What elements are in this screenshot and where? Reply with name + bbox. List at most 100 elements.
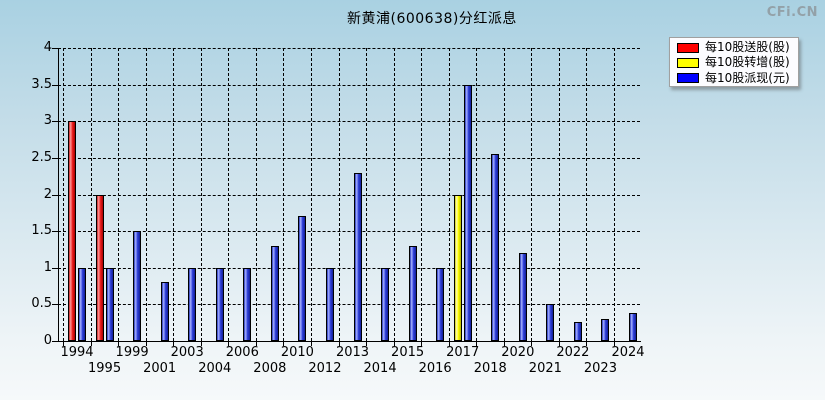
legend-item: 每10股转增(股): [677, 55, 793, 70]
x-axis: [58, 341, 641, 342]
y-axis-tick: [52, 121, 58, 123]
v-gridline: [283, 48, 285, 341]
x-tick-label: 2022: [556, 345, 590, 360]
bar-blue-2014: [381, 267, 390, 341]
h-gridline: [58, 84, 640, 86]
bar-blue-2018: [491, 154, 500, 341]
bar-blue-2012: [325, 267, 334, 341]
v-gridline: [173, 48, 175, 341]
x-axis-tick: [366, 341, 368, 346]
y-axis-tick: [52, 48, 58, 49]
v-gridline: [476, 48, 478, 341]
y-tick-label: 2.5: [31, 149, 52, 165]
x-tick-label: 2014: [363, 361, 397, 376]
x-axis-tick: [118, 341, 120, 346]
y-axis-tick: [52, 157, 58, 159]
x-axis-tick: [200, 341, 202, 346]
x-tick-label: 2016: [418, 361, 452, 376]
x-tick-label: 2006: [225, 345, 259, 360]
v-gridline: [90, 48, 92, 341]
x-tick-label: 1999: [115, 345, 149, 360]
x-tick-label: 2003: [170, 345, 204, 360]
legend-swatch-yellow: [677, 57, 699, 68]
v-gridline: [228, 48, 230, 341]
h-gridline: [58, 121, 640, 123]
y-axis-tick: [52, 84, 58, 86]
x-axis-tick: [476, 341, 478, 346]
v-gridline: [338, 48, 340, 341]
bar-blue-2021: [546, 304, 555, 341]
x-axis-tick: [145, 341, 147, 346]
y-tick-label: 4: [43, 40, 52, 55]
watermark-cfi: CFi.CN: [766, 5, 818, 20]
v-gridline: [421, 48, 423, 341]
x-tick-label: 2015: [391, 345, 425, 360]
bar-red-1995: [95, 194, 104, 341]
bar-blue-2023: [601, 319, 610, 341]
x-tick-label: 2004: [198, 361, 232, 376]
h-gridline: [58, 194, 640, 196]
v-gridline: [255, 48, 257, 341]
x-axis-tick: [448, 341, 450, 346]
v-gridline: [63, 48, 64, 341]
bar-blue-2010: [298, 216, 307, 341]
v-gridline: [503, 48, 505, 341]
legend-item: 每10股派现(元): [677, 71, 793, 86]
bar-blue-2016: [436, 267, 445, 341]
bar-blue-2006: [243, 267, 252, 341]
v-gridline: [118, 48, 120, 341]
x-tick-label: 1994: [60, 345, 94, 360]
v-gridline: [531, 48, 533, 341]
bar-blue-2013: [353, 172, 362, 341]
y-tick-label: 3.5: [31, 76, 52, 92]
bar-blue-2022: [573, 321, 582, 341]
x-tick-label: 2021: [528, 361, 562, 376]
x-axis-tick: [614, 341, 615, 346]
v-gridline: [448, 48, 450, 341]
x-axis-tick: [173, 341, 175, 346]
y-axis-tick: [52, 267, 58, 269]
x-axis-tick: [338, 341, 340, 346]
v-gridline: [310, 48, 312, 341]
x-axis-tick: [393, 341, 395, 346]
v-gridline: [145, 48, 147, 341]
y-axis-tick: [52, 231, 58, 233]
v-gridline: [586, 48, 588, 341]
x-tick-label: 2020: [501, 345, 535, 360]
legend-item: 每10股送股(股): [677, 40, 793, 55]
y-tick-label: 0.5: [31, 296, 52, 312]
legend-swatch-red: [677, 42, 699, 53]
bar-blue-1999: [133, 231, 142, 341]
legend-label: 每10股派现(元): [705, 70, 790, 85]
v-gridline: [558, 48, 560, 341]
bar-blue-2004: [215, 267, 224, 341]
bar-blue-2003: [188, 267, 197, 341]
bar-blue-2001: [160, 282, 169, 341]
bar-yellow-2017: [453, 194, 462, 341]
y-tick-label: 1: [43, 259, 52, 275]
h-gridline: [58, 48, 640, 49]
legend-label: 每10股转增(股): [705, 55, 790, 70]
x-tick-label: 2023: [583, 361, 617, 376]
y-tick-label: 3: [43, 113, 52, 129]
x-tick-label: 1995: [88, 361, 122, 376]
bar-blue-2017: [463, 84, 472, 341]
legend-label: 每10股送股(股): [705, 40, 790, 55]
bar-blue-1994: [78, 267, 86, 341]
h-gridline: [58, 267, 640, 269]
legend: 每10股送股(股) 每10股转增(股) 每10股派现(元): [669, 37, 799, 87]
x-axis-tick: [503, 341, 505, 346]
x-axis-tick: [586, 341, 588, 346]
y-axis-tick: [52, 304, 58, 306]
x-tick-label: 2001: [143, 361, 177, 376]
x-axis-tick: [558, 341, 560, 346]
bar-blue-2020: [518, 253, 527, 341]
x-axis-tick: [63, 341, 64, 346]
x-axis-tick: [310, 341, 312, 346]
legend-swatch-blue: [677, 73, 699, 84]
y-tick-label: 2: [43, 186, 52, 202]
chart-title: 新黄浦(600638)分红派息: [347, 11, 517, 27]
x-tick-label: 2017: [446, 345, 480, 360]
v-gridline: [393, 48, 395, 341]
